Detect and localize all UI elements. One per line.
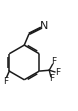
Text: N: N bbox=[40, 21, 49, 31]
Text: F: F bbox=[55, 68, 60, 77]
Text: F: F bbox=[3, 77, 8, 86]
Text: F: F bbox=[51, 57, 57, 66]
Text: F: F bbox=[49, 74, 54, 83]
